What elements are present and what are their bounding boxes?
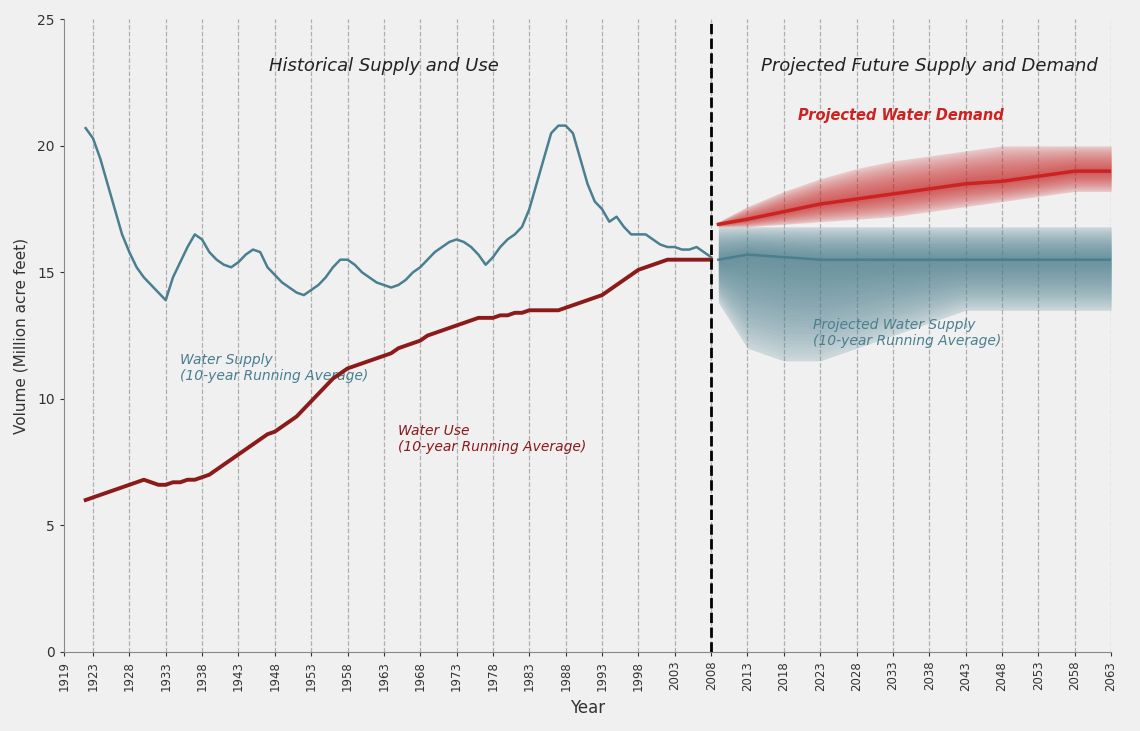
Text: Projected Water Supply
(10-year Running Average): Projected Water Supply (10-year Running … [813,318,1001,348]
X-axis label: Year: Year [570,699,605,717]
Text: Water Supply
(10-year Running Average): Water Supply (10-year Running Average) [180,353,368,384]
Text: Projected Future Supply and Demand: Projected Future Supply and Demand [760,57,1098,75]
Y-axis label: Volume (Million acre feet): Volume (Million acre feet) [14,238,28,433]
Text: Projected Water Demand: Projected Water Demand [798,108,1004,123]
Text: Water Use
(10-year Running Average): Water Use (10-year Running Average) [398,424,587,454]
Text: Historical Supply and Use: Historical Supply and Use [269,57,499,75]
